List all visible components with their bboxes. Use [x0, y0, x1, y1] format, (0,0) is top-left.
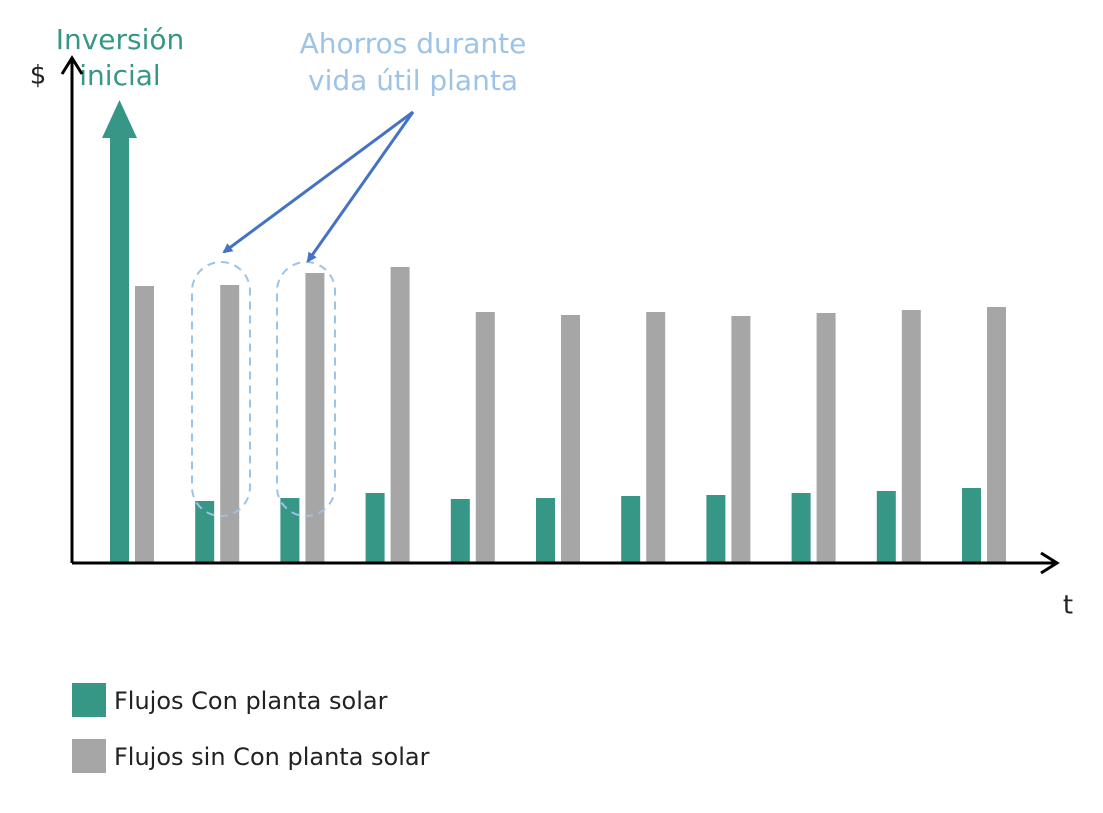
bar: [901, 310, 921, 563]
annotation-line: Ahorros durante: [300, 27, 527, 60]
title-line: inicial: [79, 59, 160, 92]
bar: [876, 491, 896, 563]
highlight: [276, 261, 336, 517]
title-line: Inversión: [56, 23, 185, 56]
bar: [450, 499, 470, 563]
legend-label: Flujos Con planta solar: [114, 687, 388, 715]
legend: Flujos Con planta solar Flujos sin Con pl…: [72, 683, 430, 773]
bar: [135, 286, 154, 563]
arrow: [222, 110, 414, 254]
bar: [731, 316, 751, 563]
bar: [220, 285, 240, 563]
annotation-line: vida útil planta: [308, 64, 518, 97]
bar: [706, 495, 726, 563]
bar: [365, 493, 385, 563]
bar: [390, 267, 410, 563]
x-axis-label: t: [1063, 591, 1073, 621]
bar: [536, 498, 555, 563]
legend-swatch: [72, 683, 106, 717]
y-axis-label: $: [30, 61, 47, 91]
legend-label: Flujos sin Con planta solar: [114, 743, 430, 771]
bars: [102, 100, 1006, 563]
bar: [816, 313, 836, 563]
bar: [987, 307, 1006, 563]
x-axis: [72, 551, 1060, 575]
bar: [646, 312, 666, 563]
bar: [475, 312, 495, 563]
investment-arrow: [102, 100, 137, 563]
y-axis: [60, 55, 84, 563]
bar: [791, 493, 811, 563]
bar: [962, 488, 981, 563]
highlight: [191, 261, 251, 517]
bar: [621, 496, 641, 563]
bar: [305, 273, 325, 563]
bar: [280, 498, 300, 563]
bar: [561, 315, 580, 563]
bar: [195, 501, 215, 563]
arrow: [306, 111, 415, 263]
legend-swatch: [72, 739, 106, 773]
